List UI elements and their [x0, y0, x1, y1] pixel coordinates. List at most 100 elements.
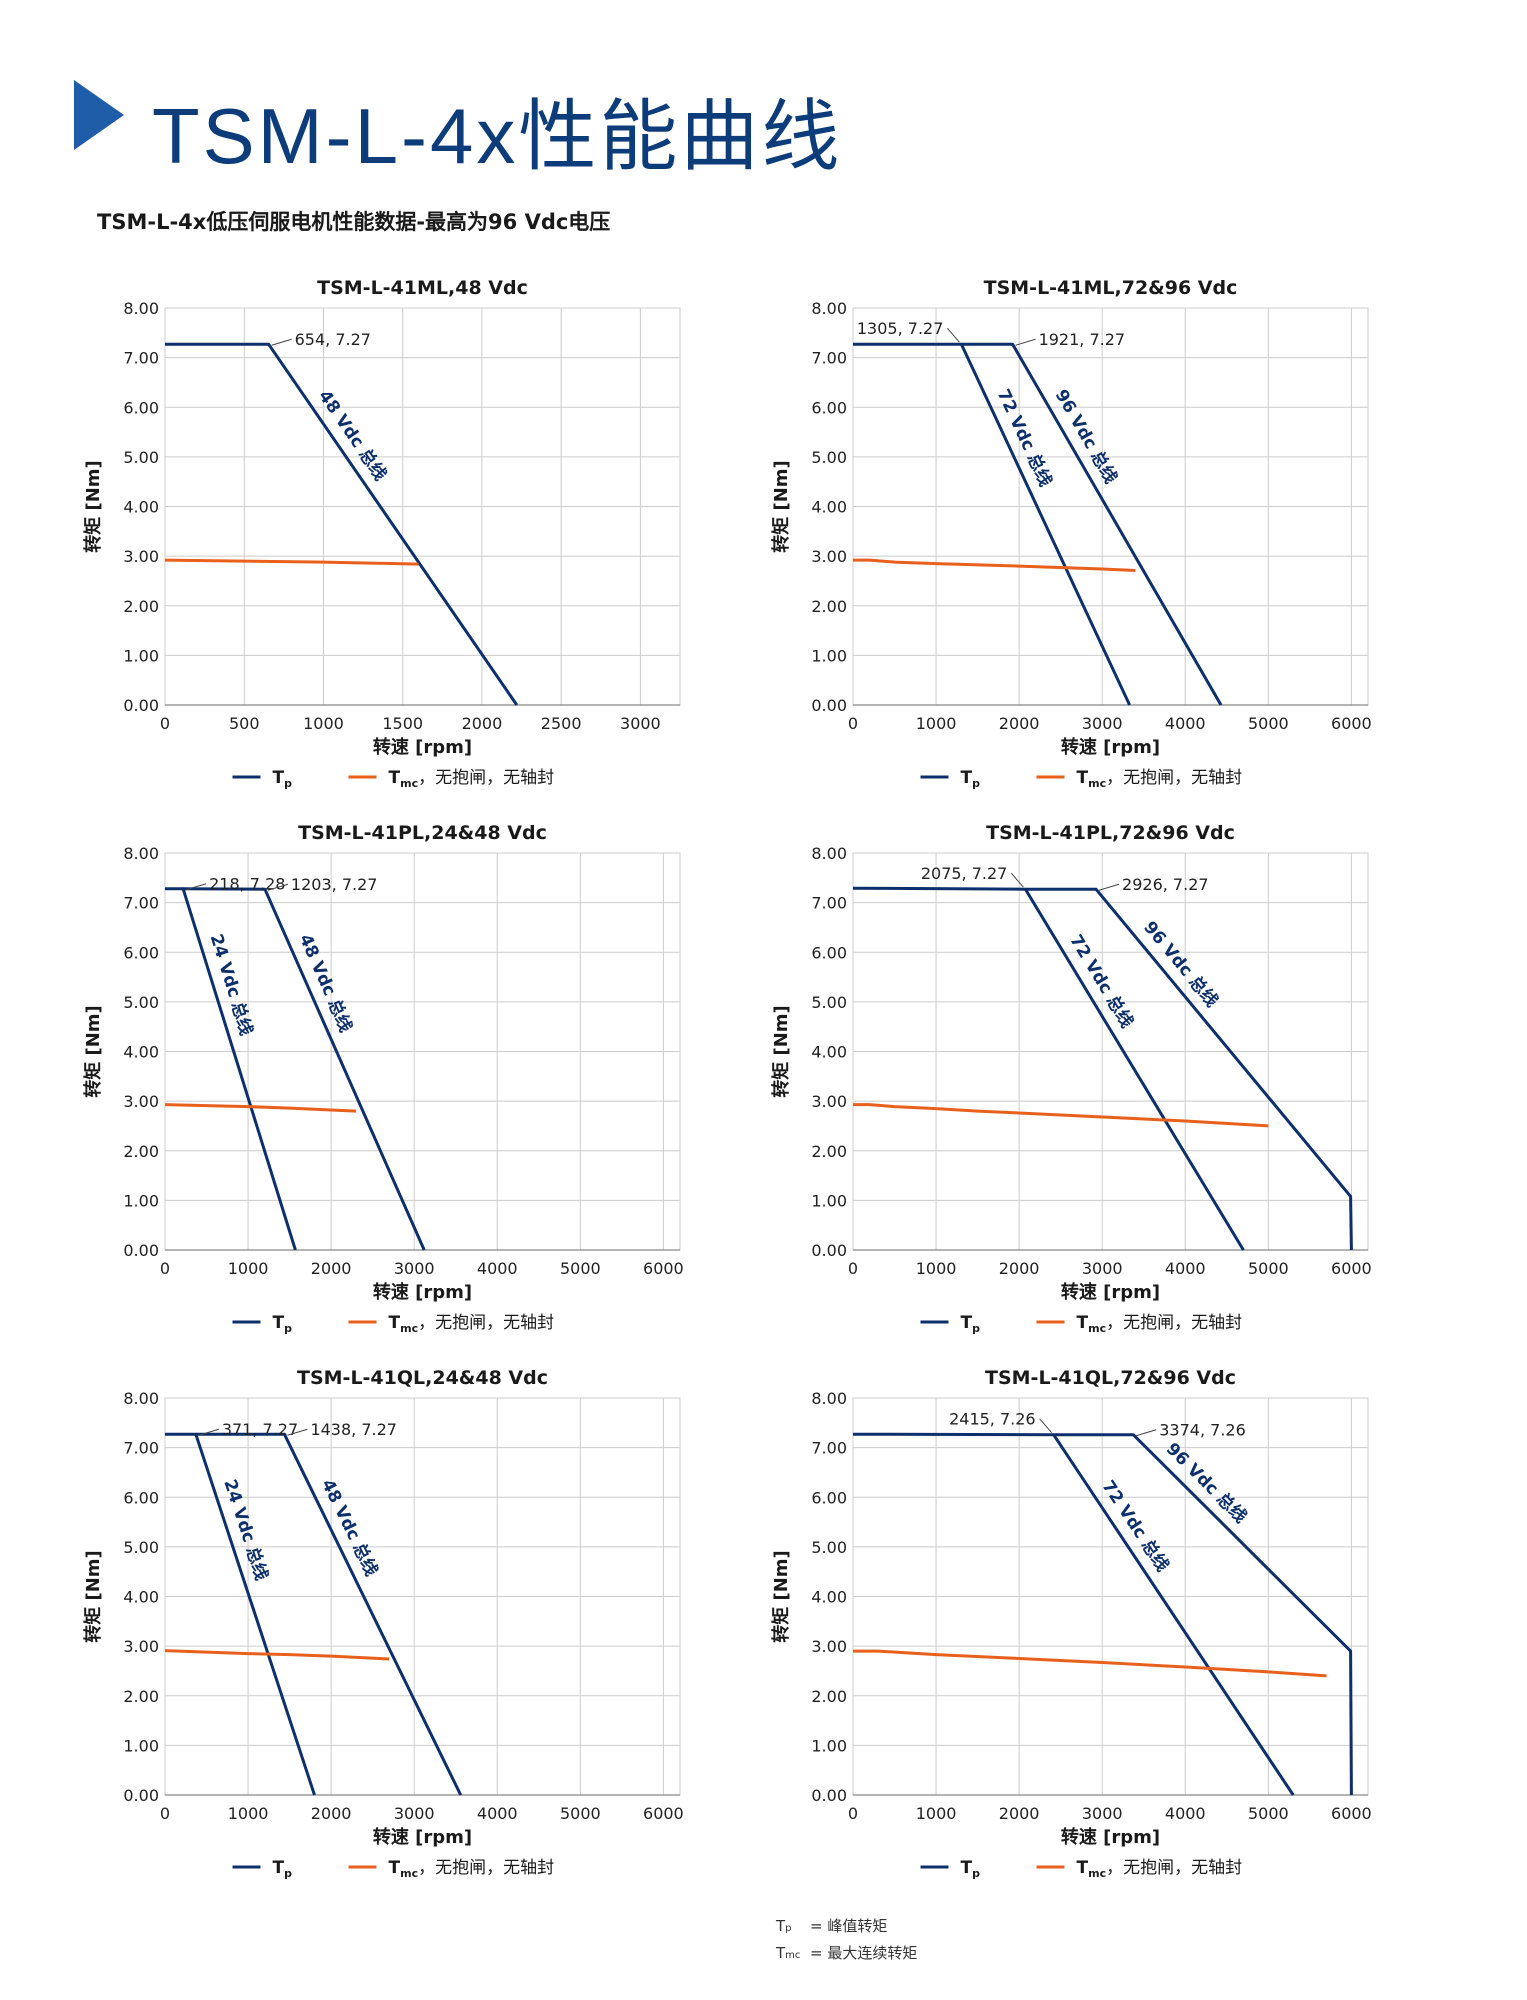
x-axis-label: 转速 [rpm] — [373, 736, 472, 758]
footnote-tp-sub: p — [785, 1923, 792, 1934]
x-tick-label: 6000 — [1331, 714, 1372, 733]
y-tick-label: 7.00 — [123, 894, 159, 913]
x-tick-label: 5000 — [560, 1259, 601, 1278]
legend-tmc-label: Tmc，无抱闸，无轴封 — [389, 1313, 555, 1335]
y-tick-label: 6.00 — [811, 943, 847, 962]
y-axis-label: 转矩 [Nm] — [82, 1550, 104, 1643]
tmc-series-line — [164, 558, 419, 566]
x-tick-label: 3000 — [1082, 1804, 1123, 1823]
annotation-pointer — [287, 1428, 308, 1436]
x-axis-label: 转速 [rpm] — [1061, 1281, 1160, 1303]
y-tick-label: 4.00 — [811, 1588, 847, 1607]
y-tick-label: 7.00 — [811, 894, 847, 913]
x-axis-label: 转速 [rpm] — [1061, 1826, 1160, 1848]
tmc-series-line — [853, 1649, 1327, 1678]
x-tick-label: 5000 — [1248, 1804, 1289, 1823]
y-tick-label: 2.00 — [123, 1142, 159, 1161]
legend-tmc-label: Tmc，无抱闸，无轴封 — [389, 768, 555, 790]
x-axis-label: 转速 [rpm] — [373, 1826, 472, 1848]
y-tick-label: 5.00 — [811, 1538, 847, 1557]
series-bus-label: 48 Vdc 总线 — [295, 931, 357, 1035]
x-tick-label: 1000 — [303, 714, 344, 733]
annotation-label: 2075, 7.27 — [921, 864, 1008, 883]
y-tick-label: 7.00 — [123, 349, 159, 368]
y-tick-label: 8.00 — [811, 844, 847, 863]
tmc-series-line — [853, 1103, 1269, 1128]
annotation-label: 1203, 7.27 — [291, 875, 378, 894]
series-bus-label: 48 Vdc 总线 — [317, 1476, 382, 1579]
annotation-pointer — [1015, 338, 1036, 346]
chart-41ml-48vdc: TSM-L-41ML,48 Vdc 0.00 1.00 2.00 3.00 4.00 5.0… — [82, 270, 685, 820]
y-tick-label: 0.00 — [811, 1786, 847, 1805]
x-tick-label: 1000 — [916, 1804, 957, 1823]
tp-series-line — [183, 887, 426, 1251]
y-tick-label: 4.00 — [811, 498, 847, 517]
tp-series-line — [852, 1432, 1295, 1796]
chart-41ml-72-96vdc: TSM-L-41ML,72&96 Vdc 0.00 1.00 2.00 3.00 4.00… — [770, 270, 1373, 820]
x-tick-label: 3000 — [394, 1804, 435, 1823]
x-tick-label: 2500 — [541, 714, 582, 733]
chart-title: TSM-L-41ML,72&96 Vdc — [984, 277, 1238, 299]
series-bus-label: 96 Vdc 总线 — [1139, 917, 1222, 1011]
y-tick-label: 6.00 — [811, 398, 847, 417]
chart-svg: TSM-L-41PL,72&96 Vdc 0.00 1.00 2.00 3.00 4.00… — [770, 822, 1372, 1335]
footnote-tmc-sub: mc — [785, 1950, 801, 1961]
x-tick-label: 500 — [229, 714, 260, 733]
legend-tp-label: Tp — [961, 1313, 981, 1335]
annotation-pointer — [267, 883, 289, 891]
y-tick-label: 4.00 — [123, 1043, 159, 1062]
annotation-label: 1921, 7.27 — [1039, 330, 1126, 349]
tp-series-line — [165, 887, 297, 1251]
y-tick-label: 7.00 — [811, 349, 847, 368]
annotation-pointer — [1136, 1429, 1157, 1437]
y-tick-label: 3.00 — [811, 1637, 847, 1656]
page-title: TSM-L-4x性能曲线 — [152, 92, 843, 180]
tmc-series-line — [164, 1103, 357, 1113]
x-tick-label: 0 — [160, 1804, 170, 1823]
footnotes: Tp = 峰值转矩 Tmc = 最大连续转矩 — [776, 1914, 917, 1968]
y-axis-label: 转矩 [Nm] — [770, 1550, 792, 1643]
annotation-label: 2926, 7.27 — [1122, 875, 1209, 894]
y-axis-label: 转矩 [Nm] — [770, 1005, 792, 1098]
y-tick-label: 1.00 — [811, 1191, 847, 1210]
annotation-pointer — [1039, 1418, 1052, 1434]
x-tick-label: 0 — [848, 714, 858, 733]
legend-tp-label: Tp — [961, 1858, 981, 1880]
y-tick-label: 5.00 — [811, 993, 847, 1012]
y-tick-label: 2.00 — [811, 1687, 847, 1706]
x-tick-label: 1000 — [228, 1804, 269, 1823]
tmc-series-line — [164, 1649, 390, 1661]
legend-tp-label: Tp — [273, 768, 293, 790]
y-tick-label: 8.00 — [811, 1389, 847, 1408]
annotation-pointer — [1010, 872, 1024, 888]
chart-41pl-72-96vdc: TSM-L-41PL,72&96 Vdc 0.00 1.00 2.00 3.00 4.00… — [770, 815, 1373, 1365]
x-tick-label: 3000 — [1082, 1259, 1123, 1278]
annotation-label: 3374, 7.26 — [1159, 1421, 1246, 1440]
tp-series-line — [1053, 1433, 1353, 1796]
chart-title: TSM-L-41QL,24&48 Vdc — [297, 1367, 548, 1389]
y-tick-label: 0.00 — [811, 1241, 847, 1260]
y-tick-label: 7.00 — [123, 1439, 159, 1458]
x-tick-label: 3000 — [394, 1259, 435, 1278]
y-tick-label: 6.00 — [123, 1488, 159, 1507]
x-tick-label: 4000 — [477, 1259, 518, 1278]
x-tick-label: 3000 — [1082, 714, 1123, 733]
y-tick-label: 3.00 — [123, 1637, 159, 1656]
y-tick-label: 1.00 — [123, 1191, 159, 1210]
y-tick-label: 4.00 — [811, 1043, 847, 1062]
annotation-label: 654, 7.27 — [295, 330, 371, 349]
legend-tmc-label: Tmc，无抱闸，无轴封 — [1077, 768, 1243, 790]
annotation-label: 371, 7.27 — [222, 1420, 298, 1439]
footnote-tmc-text: = 最大连续转矩 — [810, 1944, 918, 1962]
legend-tmc-label: Tmc，无抱闸，无轴封 — [1077, 1313, 1243, 1335]
y-tick-label: 8.00 — [123, 1389, 159, 1408]
x-tick-label: 0 — [160, 1259, 170, 1278]
tmc-series-line — [853, 558, 1136, 572]
chart-svg: TSM-L-41ML,48 Vdc 0.00 1.00 2.00 3.00 4.00 5.0… — [82, 277, 681, 790]
y-tick-label: 8.00 — [811, 299, 847, 318]
annotation-label: 1438, 7.27 — [310, 1420, 397, 1439]
annotation-pointer — [185, 883, 207, 891]
chart-svg: TSM-L-41ML,72&96 Vdc 0.00 1.00 2.00 3.00 4.00… — [770, 277, 1372, 790]
x-tick-label: 5000 — [560, 1804, 601, 1823]
x-tick-label: 2000 — [999, 1259, 1040, 1278]
